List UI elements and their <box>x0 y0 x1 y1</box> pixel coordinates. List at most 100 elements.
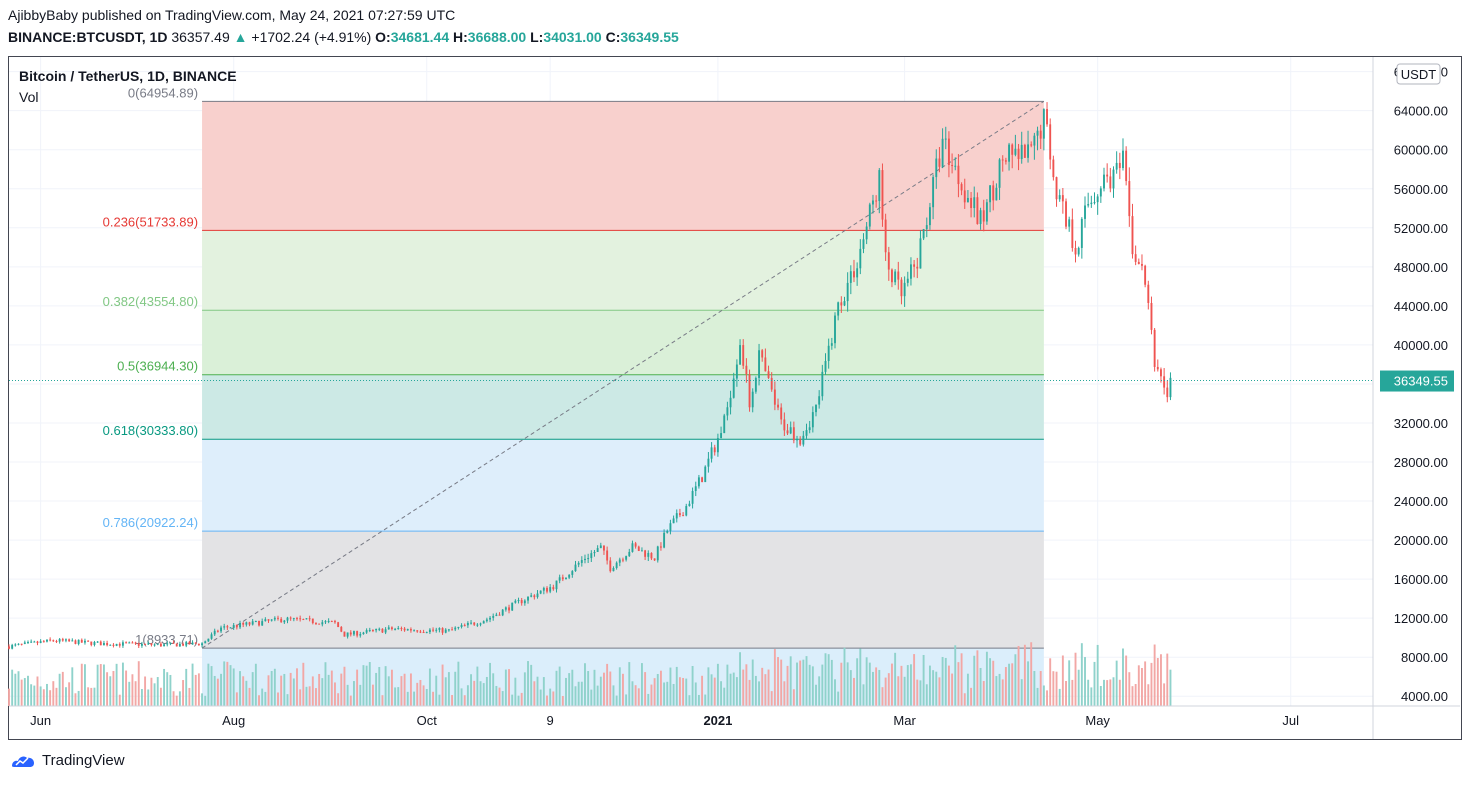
volume-bar <box>159 687 162 706</box>
candle-body <box>46 639 48 642</box>
candle-body <box>508 607 510 611</box>
volume-bar <box>992 660 995 706</box>
volume-bar <box>584 663 586 706</box>
candle-body <box>1106 174 1109 177</box>
volume-bar <box>947 665 950 706</box>
candle-body <box>1153 329 1156 367</box>
candle-body <box>856 268 859 278</box>
candle-body <box>631 543 634 552</box>
candle-body <box>881 170 884 220</box>
candle-body <box>796 439 798 441</box>
candle-body <box>381 628 384 633</box>
volume-bar <box>1093 661 1096 706</box>
candle-body <box>536 593 539 598</box>
volume-bar <box>868 662 871 706</box>
candle-body <box>960 184 963 191</box>
volume-bar <box>17 671 20 706</box>
last-price-tag-label: 36349.55 <box>1394 374 1448 389</box>
x-tick-label: Jun <box>30 713 51 728</box>
volume-bar <box>891 663 893 706</box>
volume-bar <box>783 681 786 706</box>
candle-body <box>596 548 599 552</box>
candle-body <box>428 629 431 633</box>
volume-bar <box>663 682 666 706</box>
high-value: 36688.00 <box>467 29 527 45</box>
volume-bar <box>881 687 884 706</box>
volume-bar <box>384 666 387 706</box>
volume-bar <box>409 673 412 706</box>
volume-bar <box>144 676 147 706</box>
candle-body <box>951 165 954 167</box>
volume-bar <box>603 672 605 706</box>
candle-body <box>315 623 317 625</box>
candle-body <box>694 486 697 491</box>
candle-body <box>296 618 298 620</box>
volume-bar <box>1106 680 1109 706</box>
candle-body <box>1103 174 1105 189</box>
volume-bar <box>568 673 571 706</box>
candle-body <box>710 447 713 459</box>
volume-bar <box>1090 687 1093 706</box>
candle-body <box>216 630 219 632</box>
candle-body <box>697 477 700 487</box>
candle-body <box>1163 376 1166 388</box>
volume-bar <box>555 670 558 706</box>
volume-bar <box>818 676 821 706</box>
volume-bar <box>577 681 580 706</box>
candle-body <box>1061 195 1064 202</box>
volume-bar <box>944 657 947 706</box>
volume-bar <box>1017 645 1020 706</box>
volume-bar <box>185 668 188 706</box>
volume-bar <box>270 670 273 706</box>
candle-body <box>425 632 428 634</box>
x-tick-label: 9 <box>547 713 554 728</box>
tradingview-footer[interactable]: TradingView <box>10 752 125 769</box>
candle-body <box>872 200 874 205</box>
candle-body <box>656 546 659 561</box>
volume-bar <box>849 670 852 706</box>
volume-bar <box>523 672 526 706</box>
candle-body <box>612 567 615 572</box>
volume-bar <box>334 682 336 706</box>
volume-bar <box>118 694 121 706</box>
volume-bar <box>922 654 925 706</box>
y-tick-label: 64000.00 <box>1394 104 1448 119</box>
volume-bar <box>590 689 593 706</box>
candle-body <box>337 622 340 627</box>
volume-bar <box>530 664 533 706</box>
volume-bar <box>691 665 694 706</box>
volume-bar <box>862 684 865 706</box>
candle-body <box>495 614 498 616</box>
candle-body <box>156 643 159 645</box>
volume-bar <box>286 694 289 706</box>
volume-bar <box>1033 671 1036 706</box>
y-tick-label: 44000.00 <box>1394 299 1448 314</box>
volume-bar <box>678 677 681 706</box>
volume-bar <box>204 695 207 706</box>
volume-bar <box>701 675 704 706</box>
y-tick-label: 24000.00 <box>1394 494 1448 509</box>
volume-bar <box>264 691 267 706</box>
candle-body <box>539 590 542 594</box>
volume-bar <box>966 673 969 706</box>
candle-body <box>1160 369 1162 377</box>
candle-body <box>884 219 887 253</box>
y-tick-label: 12000.00 <box>1394 611 1448 626</box>
volume-bar <box>1103 679 1105 706</box>
volume-bar <box>789 656 792 706</box>
volume-bar <box>254 663 257 706</box>
y-tick-label: 20000.00 <box>1394 533 1448 548</box>
candle-body <box>622 559 624 561</box>
volume-bar <box>631 681 634 706</box>
candle-body <box>672 518 675 524</box>
volume-bar <box>1128 672 1131 706</box>
candle-body <box>447 629 450 631</box>
volume-bar <box>764 674 767 706</box>
candle-body <box>970 197 973 209</box>
volume-bar <box>172 691 175 706</box>
volume-bar <box>87 687 90 706</box>
volume-bar <box>394 687 397 706</box>
candle-body <box>36 641 39 644</box>
candle-body <box>289 617 292 619</box>
